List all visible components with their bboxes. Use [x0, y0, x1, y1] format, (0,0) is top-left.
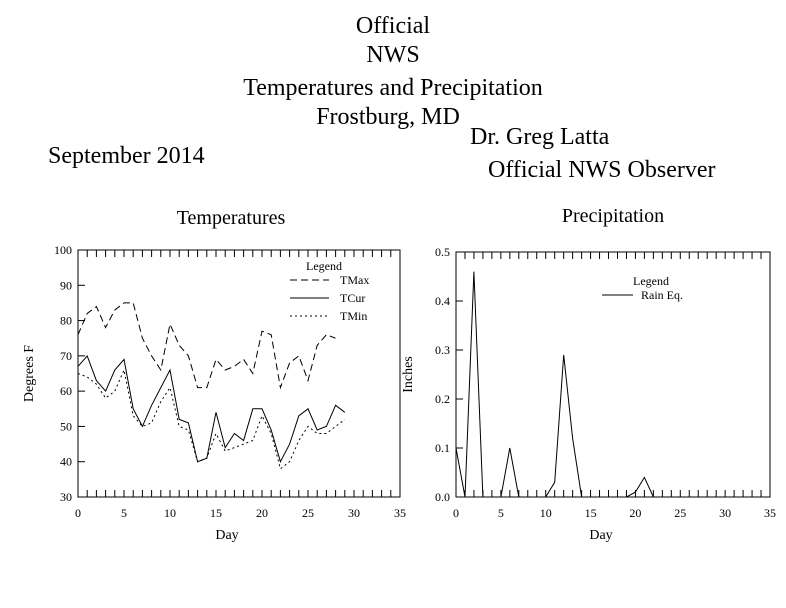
y-tick-label: 100: [54, 243, 72, 257]
title-line-2: NWS: [366, 42, 420, 68]
x-tick-label: 25: [674, 506, 686, 520]
title-line-3: Temperatures and Precipitation: [243, 75, 543, 101]
y-tick-label: 50: [60, 419, 72, 433]
x-tick-label: 35: [764, 506, 776, 520]
chart-title-1: Precipitation: [562, 205, 664, 227]
legend-entry: TMin: [340, 309, 367, 323]
period-label: September 2014: [48, 143, 205, 169]
x-tick-label: 15: [585, 506, 597, 520]
plot-frame-1: [455, 251, 771, 498]
series-line-tmax: [77, 302, 336, 390]
x-tick-label: 10: [540, 506, 552, 520]
y-tick-label: 0.5: [435, 245, 450, 259]
y-axis-label-1: Inches: [401, 356, 416, 393]
y-tick-label: 40: [60, 455, 72, 469]
observer-title: Official NWS Observer: [488, 157, 716, 183]
y-tick-label: 0.4: [435, 294, 450, 308]
x-tick-label: 10: [164, 506, 176, 520]
series-line-tmin: [77, 368, 346, 470]
y-tick-label: 60: [60, 384, 72, 398]
series-line-tcur: [77, 354, 346, 464]
observer-name: Dr. Greg Latta: [470, 124, 610, 150]
y-tick-label: 0.0: [435, 490, 450, 504]
legend-entry: Rain Eq.: [641, 288, 683, 302]
x-axis-label-0: Day: [215, 528, 238, 543]
legend-title-0: Legend: [306, 259, 342, 273]
y-tick-label: 30: [60, 490, 72, 504]
x-tick-label: 0: [75, 506, 81, 520]
x-tick-label: 0: [453, 506, 459, 520]
y-tick-label: 0.1: [435, 441, 450, 455]
x-tick-label: 30: [348, 506, 360, 520]
x-tick-label: 30: [719, 506, 731, 520]
legend-entry: TCur: [340, 291, 365, 305]
x-tick-label: 35: [394, 506, 406, 520]
legend-title-1: Legend: [633, 274, 669, 288]
title-line-4: Frostburg, MD: [316, 104, 460, 130]
y-tick-label: 0.2: [435, 392, 450, 406]
x-tick-label: 25: [302, 506, 314, 520]
legend-entry: TMax: [340, 273, 369, 287]
x-tick-label: 5: [498, 506, 504, 520]
y-tick-label: 70: [60, 349, 72, 363]
series-line-rain-eq-: [455, 271, 717, 498]
x-tick-label: 20: [629, 506, 641, 520]
y-tick-label: 80: [60, 314, 72, 328]
x-tick-label: 20: [256, 506, 268, 520]
y-axis-label-0: Degrees F: [22, 345, 37, 402]
y-tick-label: 90: [60, 278, 72, 292]
chart-title-0: Temperatures: [177, 207, 286, 229]
title-line-1: Official: [355, 13, 431, 39]
x-axis-label-1: Day: [589, 528, 612, 543]
y-tick-label: 0.3: [435, 343, 450, 357]
x-tick-label: 15: [210, 506, 222, 520]
x-tick-label: 5: [121, 506, 127, 520]
